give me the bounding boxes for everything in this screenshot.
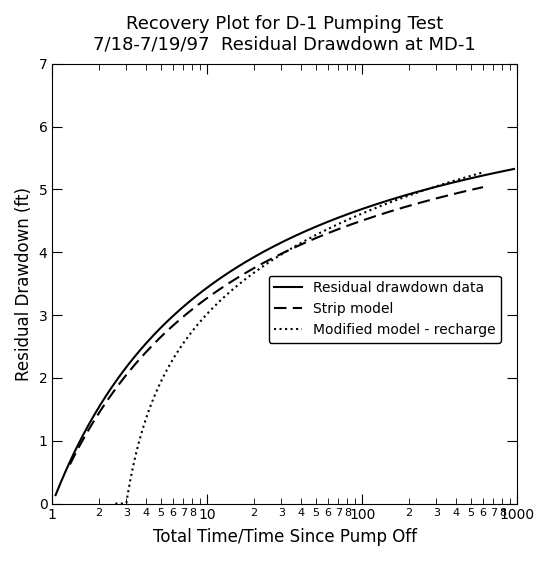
Legend: Residual drawdown data, Strip model, Modified model - recharge: Residual drawdown data, Strip model, Mod… xyxy=(268,275,501,343)
Residual drawdown data xyxy=(300,229,307,236)
Modified model - recharge xyxy=(112,500,119,507)
Residual drawdown data xyxy=(52,492,59,499)
Line: Strip model: Strip model xyxy=(70,187,483,465)
Line: Residual drawdown data: Residual drawdown data xyxy=(56,169,514,495)
Residual drawdown data xyxy=(270,243,277,250)
Residual drawdown data xyxy=(273,242,279,249)
Strip model xyxy=(201,297,208,304)
Strip model xyxy=(117,380,123,387)
Strip model xyxy=(480,184,486,191)
Modified model - recharge xyxy=(156,381,163,388)
Modified model - recharge xyxy=(379,202,386,209)
Strip model xyxy=(367,214,373,221)
Strip model xyxy=(230,277,237,284)
Residual drawdown data xyxy=(428,185,435,191)
Modified model - recharge xyxy=(480,169,486,176)
Title: Recovery Plot for D-1 Pumping Test
7/18-7/19/97  Residual Drawdown at MD-1: Recovery Plot for D-1 Pumping Test 7/18-… xyxy=(94,15,476,54)
Y-axis label: Residual Drawdown (ft): Residual Drawdown (ft) xyxy=(15,187,33,380)
Strip model xyxy=(327,229,333,236)
X-axis label: Total Time/Time Since Pump Off: Total Time/Time Since Pump Off xyxy=(153,528,417,546)
Modified model - recharge xyxy=(232,284,239,291)
Residual drawdown data xyxy=(499,168,506,174)
Modified model - recharge xyxy=(257,264,264,271)
Strip model xyxy=(67,461,73,468)
Line: Modified model - recharge: Modified model - recharge xyxy=(116,172,483,504)
Residual drawdown data xyxy=(511,165,518,172)
Modified model - recharge xyxy=(343,217,350,224)
Residual drawdown data xyxy=(325,218,332,225)
Strip model xyxy=(365,215,371,222)
Modified model - recharge xyxy=(377,203,384,209)
